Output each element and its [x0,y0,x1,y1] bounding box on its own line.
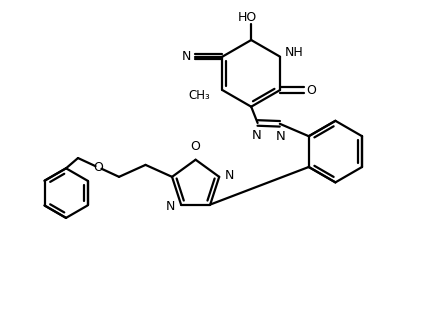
Text: N: N [182,50,191,63]
Text: O: O [191,140,201,153]
Text: N: N [251,129,261,142]
Text: O: O [306,83,316,97]
Text: CH₃: CH₃ [189,89,210,102]
Text: N: N [276,130,286,143]
Text: N: N [225,169,234,182]
Text: HO: HO [238,11,257,24]
Text: N: N [166,200,175,213]
Text: O: O [94,161,103,174]
Text: NH: NH [285,46,304,59]
